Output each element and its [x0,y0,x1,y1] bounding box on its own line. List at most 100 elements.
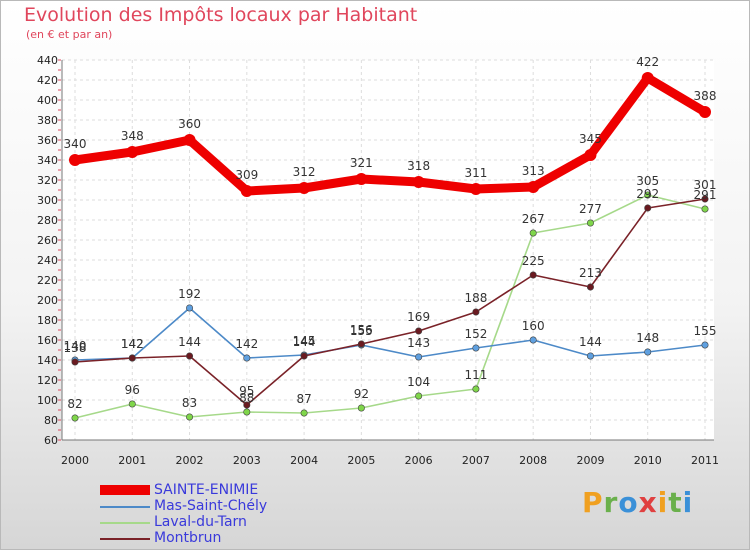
data-point [415,327,423,335]
series-line-sainte-enimie [70,73,710,196]
data-point [644,191,652,199]
data-point [701,205,709,213]
y-tick-label: 120 [37,374,58,387]
data-label: 309 [235,168,258,182]
data-point [586,283,594,291]
data-point [355,173,368,185]
data-label: 144 [293,335,316,349]
data-label: 111 [464,368,487,382]
y-tick-label: 280 [37,214,58,227]
data-point [357,340,365,348]
data-point [529,271,537,279]
data-label: 292 [636,187,659,201]
logo-letter: i [682,486,694,519]
data-point [641,72,654,84]
data-point [186,352,194,360]
data-point [240,185,253,197]
x-tick-label: 2000 [61,454,89,467]
data-label: 348 [121,129,144,143]
y-tick-label: 140 [37,354,58,367]
legend-label: SAINTE-ENIMIE [154,482,259,498]
data-label: 92 [354,387,369,401]
y-tick-label: 180 [37,314,58,327]
data-label: 138 [64,341,87,355]
legend-label: Montbrun [154,530,222,546]
proxiti-logo: Proxiti [582,486,693,519]
data-label: 340 [64,137,87,151]
data-label: 142 [121,337,144,351]
data-point [128,354,136,362]
data-label: 142 [121,337,144,351]
data-label: 318 [407,159,430,173]
x-tick-label: 2010 [634,454,662,467]
legend-swatch [100,522,150,524]
data-point [699,106,711,118]
data-label: 152 [464,327,487,341]
y-tick-label: 440 [37,54,58,67]
data-label: 88 [239,391,254,405]
data-label: 301 [694,178,717,192]
data-label: 277 [579,202,602,216]
data-label: 160 [522,319,545,333]
logo-letter: P [582,486,604,519]
logo-letter: r [603,486,619,519]
data-point [243,354,251,362]
data-label: 311 [464,166,487,180]
y-tick-label: 340 [37,154,58,167]
data-label: 142 [235,337,258,351]
x-tick-label: 2006 [405,454,433,467]
data-label: 82 [67,397,82,411]
data-point [586,219,594,227]
logo-letter: o [618,486,639,519]
data-label: 143 [407,336,430,350]
data-label: 144 [579,335,602,349]
y-tick-label: 60 [44,434,58,447]
data-label: 169 [407,310,430,324]
data-label: 422 [636,55,659,69]
data-point [469,183,482,195]
data-label: 321 [350,156,373,170]
data-point [415,392,423,400]
series-line-montbrun [74,198,706,406]
data-point [183,134,196,146]
y-tick-label: 380 [37,114,58,127]
legend-swatch [100,485,150,495]
data-point [243,408,251,416]
data-label: 360 [178,117,201,131]
y-tick-label: 160 [37,334,58,347]
legend-label: Laval-du-Tarn [154,514,247,530]
data-label: 148 [636,331,659,345]
data-label: 213 [579,266,602,280]
data-point [186,304,194,312]
data-point [186,413,194,421]
legend-item-sainte-enimie: SAINTE-ENIMIE [100,482,360,499]
series-line-mas-saint-ch-ly [74,307,706,361]
data-point [584,149,597,161]
legend-label: Mas-Saint-Chély [154,498,268,514]
y-tick-label: 100 [37,394,58,407]
data-point [300,409,308,417]
x-tick-label: 2004 [290,454,318,467]
data-point [644,348,652,356]
legend-item-montbrun: Montbrun [100,530,360,547]
x-tick-label: 2001 [118,454,146,467]
y-tick-label: 400 [37,94,58,107]
x-tick-label: 2005 [347,454,375,467]
data-label: 313 [522,164,545,178]
data-point [69,154,81,166]
data-label: 155 [694,324,717,338]
y-tick-label: 420 [37,74,58,87]
legend-swatch [100,538,150,540]
data-label: 104 [407,375,430,389]
y-tick-label: 80 [44,414,58,427]
y-tick-label: 360 [37,134,58,147]
chart-title: Evolution des Impôts locaux par Habitant [24,4,418,26]
logo-letter: x [638,486,658,519]
x-tick-label: 2011 [691,454,719,467]
logo-letter: i [657,486,669,519]
data-label: 192 [178,287,201,301]
legend-swatch [100,506,150,508]
data-label: 144 [178,335,201,349]
data-point [298,182,311,194]
data-label: 267 [522,212,545,226]
